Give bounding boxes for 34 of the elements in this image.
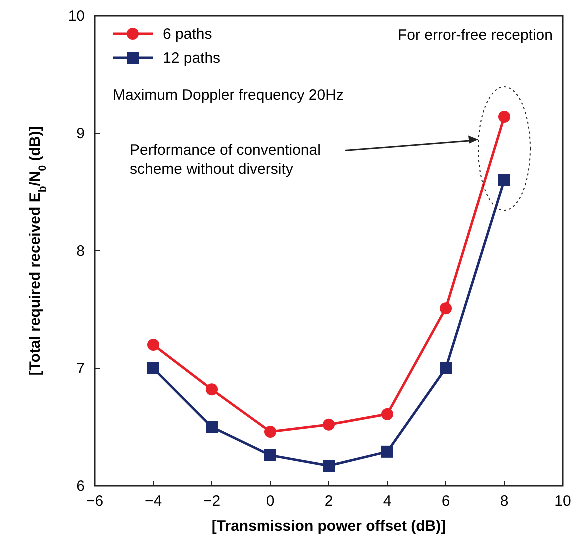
point [148,339,160,351]
x-tick-label: −2 [203,493,221,510]
point [382,408,394,420]
x-axis-title: [Transmission power offset (dB)] [212,518,446,535]
x-tick-label: 2 [324,493,334,510]
point [382,446,394,458]
point [323,418,335,431]
point [206,384,218,396]
x-tick-label: −6 [86,493,104,510]
point [498,174,510,186]
point [440,362,452,374]
y-tick-label: 10 [68,8,85,25]
point [440,302,452,315]
y-tick-label: 6 [76,478,85,495]
x-tick-label: 8 [500,493,509,510]
x-tick-label: 10 [554,493,572,510]
point [206,421,218,434]
y-tick-label: 9 [76,126,85,142]
point [498,111,510,124]
x-tick-label: 0 [266,493,275,510]
annotation: Maximum Doppler frequency 20Hz [113,87,344,104]
point [264,426,276,438]
x-tick-label: −4 [144,493,162,510]
annotation: Performance of conventional scheme without diversity [130,142,321,178]
point [148,362,160,374]
legend-label: 6 paths [163,26,212,43]
y-tick-label: 8 [76,243,85,260]
y-tick-label: 7 [76,360,85,378]
point [264,449,276,462]
x-tick-label: 4 [383,493,392,510]
legend-label: 12 paths [163,50,221,67]
annotation: For error-free reception [398,27,553,44]
point [323,460,335,472]
x-tick-label: 6 [442,493,450,510]
